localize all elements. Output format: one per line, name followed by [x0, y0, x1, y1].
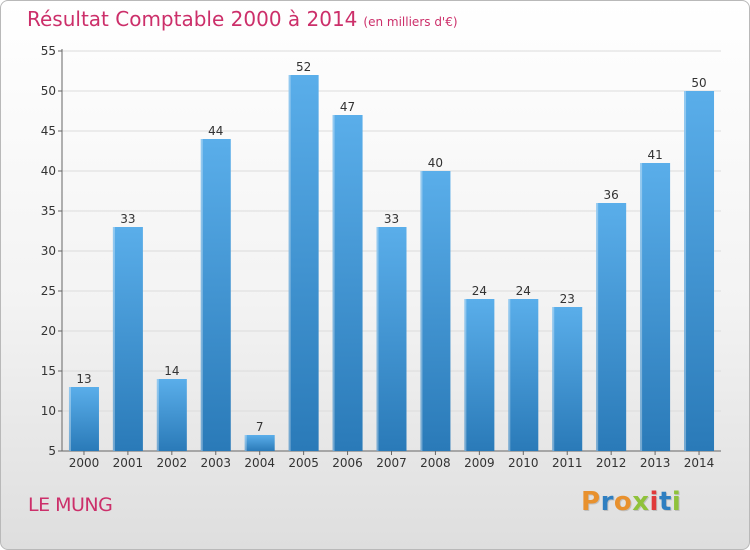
logo-letter: x: [632, 487, 650, 517]
value-label: 44: [208, 124, 223, 138]
title-text: Résultat Comptable 2000 à 2014: [27, 7, 358, 31]
bar: [376, 227, 407, 451]
bar-highlight: [508, 299, 511, 451]
chart-title: Résultat Comptable 2000 à 2014 (en millie…: [27, 7, 458, 31]
bar-highlight: [596, 203, 599, 451]
y-tick-label: 45: [41, 124, 56, 138]
x-tick-label: 2005: [288, 456, 319, 470]
x-tick-label: 2014: [684, 456, 715, 470]
x-tick-label: 2004: [244, 456, 275, 470]
x-tick-label: 2012: [596, 456, 627, 470]
bar: [684, 91, 715, 451]
bar-highlight: [332, 115, 335, 451]
bar-highlight: [420, 171, 423, 451]
bar: [464, 299, 495, 451]
bar: [508, 299, 539, 451]
bars-layer: [68, 75, 715, 451]
value-label: 14: [164, 364, 179, 378]
bar: [640, 163, 671, 451]
x-tick-label: 2010: [508, 456, 539, 470]
value-label: 50: [691, 76, 706, 90]
y-tick-label: 35: [41, 204, 56, 218]
y-tick-label: 20: [41, 324, 56, 338]
y-tick-label: 10: [41, 404, 56, 418]
y-tick-label: 15: [41, 364, 56, 378]
value-label: 23: [560, 292, 575, 306]
x-tick-label: 2001: [113, 456, 144, 470]
bar-highlight: [112, 227, 115, 451]
labels-layer: 13 2000 33 2001 14 2002 44 2003 7 2004 52 2005 47 200…: [69, 60, 715, 470]
x-tick-label: 2008: [420, 456, 451, 470]
logo-letter: o: [613, 487, 633, 517]
bar: [244, 435, 275, 451]
bar-highlight: [376, 227, 379, 451]
bar-highlight: [288, 75, 291, 451]
bar: [112, 227, 143, 451]
x-tick-label: 2011: [552, 456, 583, 470]
value-label: 47: [340, 100, 355, 114]
value-label: 13: [76, 372, 91, 386]
value-label: 36: [604, 188, 619, 202]
logo-letter: i: [671, 487, 682, 517]
bar: [288, 75, 319, 451]
value-label: 7: [256, 420, 264, 434]
bar-highlight: [244, 435, 247, 451]
value-label: 24: [516, 284, 531, 298]
bar: [68, 387, 99, 451]
logo-letter: P: [581, 487, 601, 517]
bar-highlight: [640, 163, 643, 451]
x-tick-label: 2003: [200, 456, 231, 470]
chart-subtitle: (en milliers d'€): [363, 15, 458, 29]
y-tick-label: 55: [41, 44, 56, 58]
logo-letter: t: [658, 487, 672, 517]
value-label: 41: [647, 148, 662, 162]
x-tick-label: 2006: [332, 456, 363, 470]
y-tick-label: 40: [41, 164, 56, 178]
proxiti-logo: Proxiti: [581, 487, 681, 517]
value-label: 24: [472, 284, 487, 298]
x-tick-label: 2007: [376, 456, 407, 470]
x-tick-label: 2013: [640, 456, 671, 470]
y-tick-label: 50: [41, 84, 56, 98]
value-label: 40: [428, 156, 443, 170]
x-tick-label: 2000: [69, 456, 100, 470]
y-tick-label: 25: [41, 284, 56, 298]
y-tick-label: 5: [48, 444, 56, 458]
x-tick-label: 2002: [157, 456, 188, 470]
bar: [332, 115, 363, 451]
bar: [420, 171, 451, 451]
logo-letter: r: [600, 487, 614, 517]
value-label: 33: [120, 212, 135, 226]
bar: [552, 307, 583, 451]
x-tick-label: 2009: [464, 456, 495, 470]
bar-highlight: [552, 307, 555, 451]
y-tick-label: 30: [41, 244, 56, 258]
bar-highlight: [200, 139, 203, 451]
logo-letter: i: [649, 487, 659, 517]
bar: [156, 379, 187, 451]
value-label: 33: [384, 212, 399, 226]
bar: [200, 139, 231, 451]
value-label: 52: [296, 60, 311, 74]
bar-highlight: [464, 299, 467, 451]
bar-highlight: [684, 91, 687, 451]
bar-highlight: [156, 379, 159, 451]
place-name: LE MUNG: [28, 494, 113, 516]
bar: [596, 203, 627, 451]
bar-highlight: [68, 387, 71, 451]
